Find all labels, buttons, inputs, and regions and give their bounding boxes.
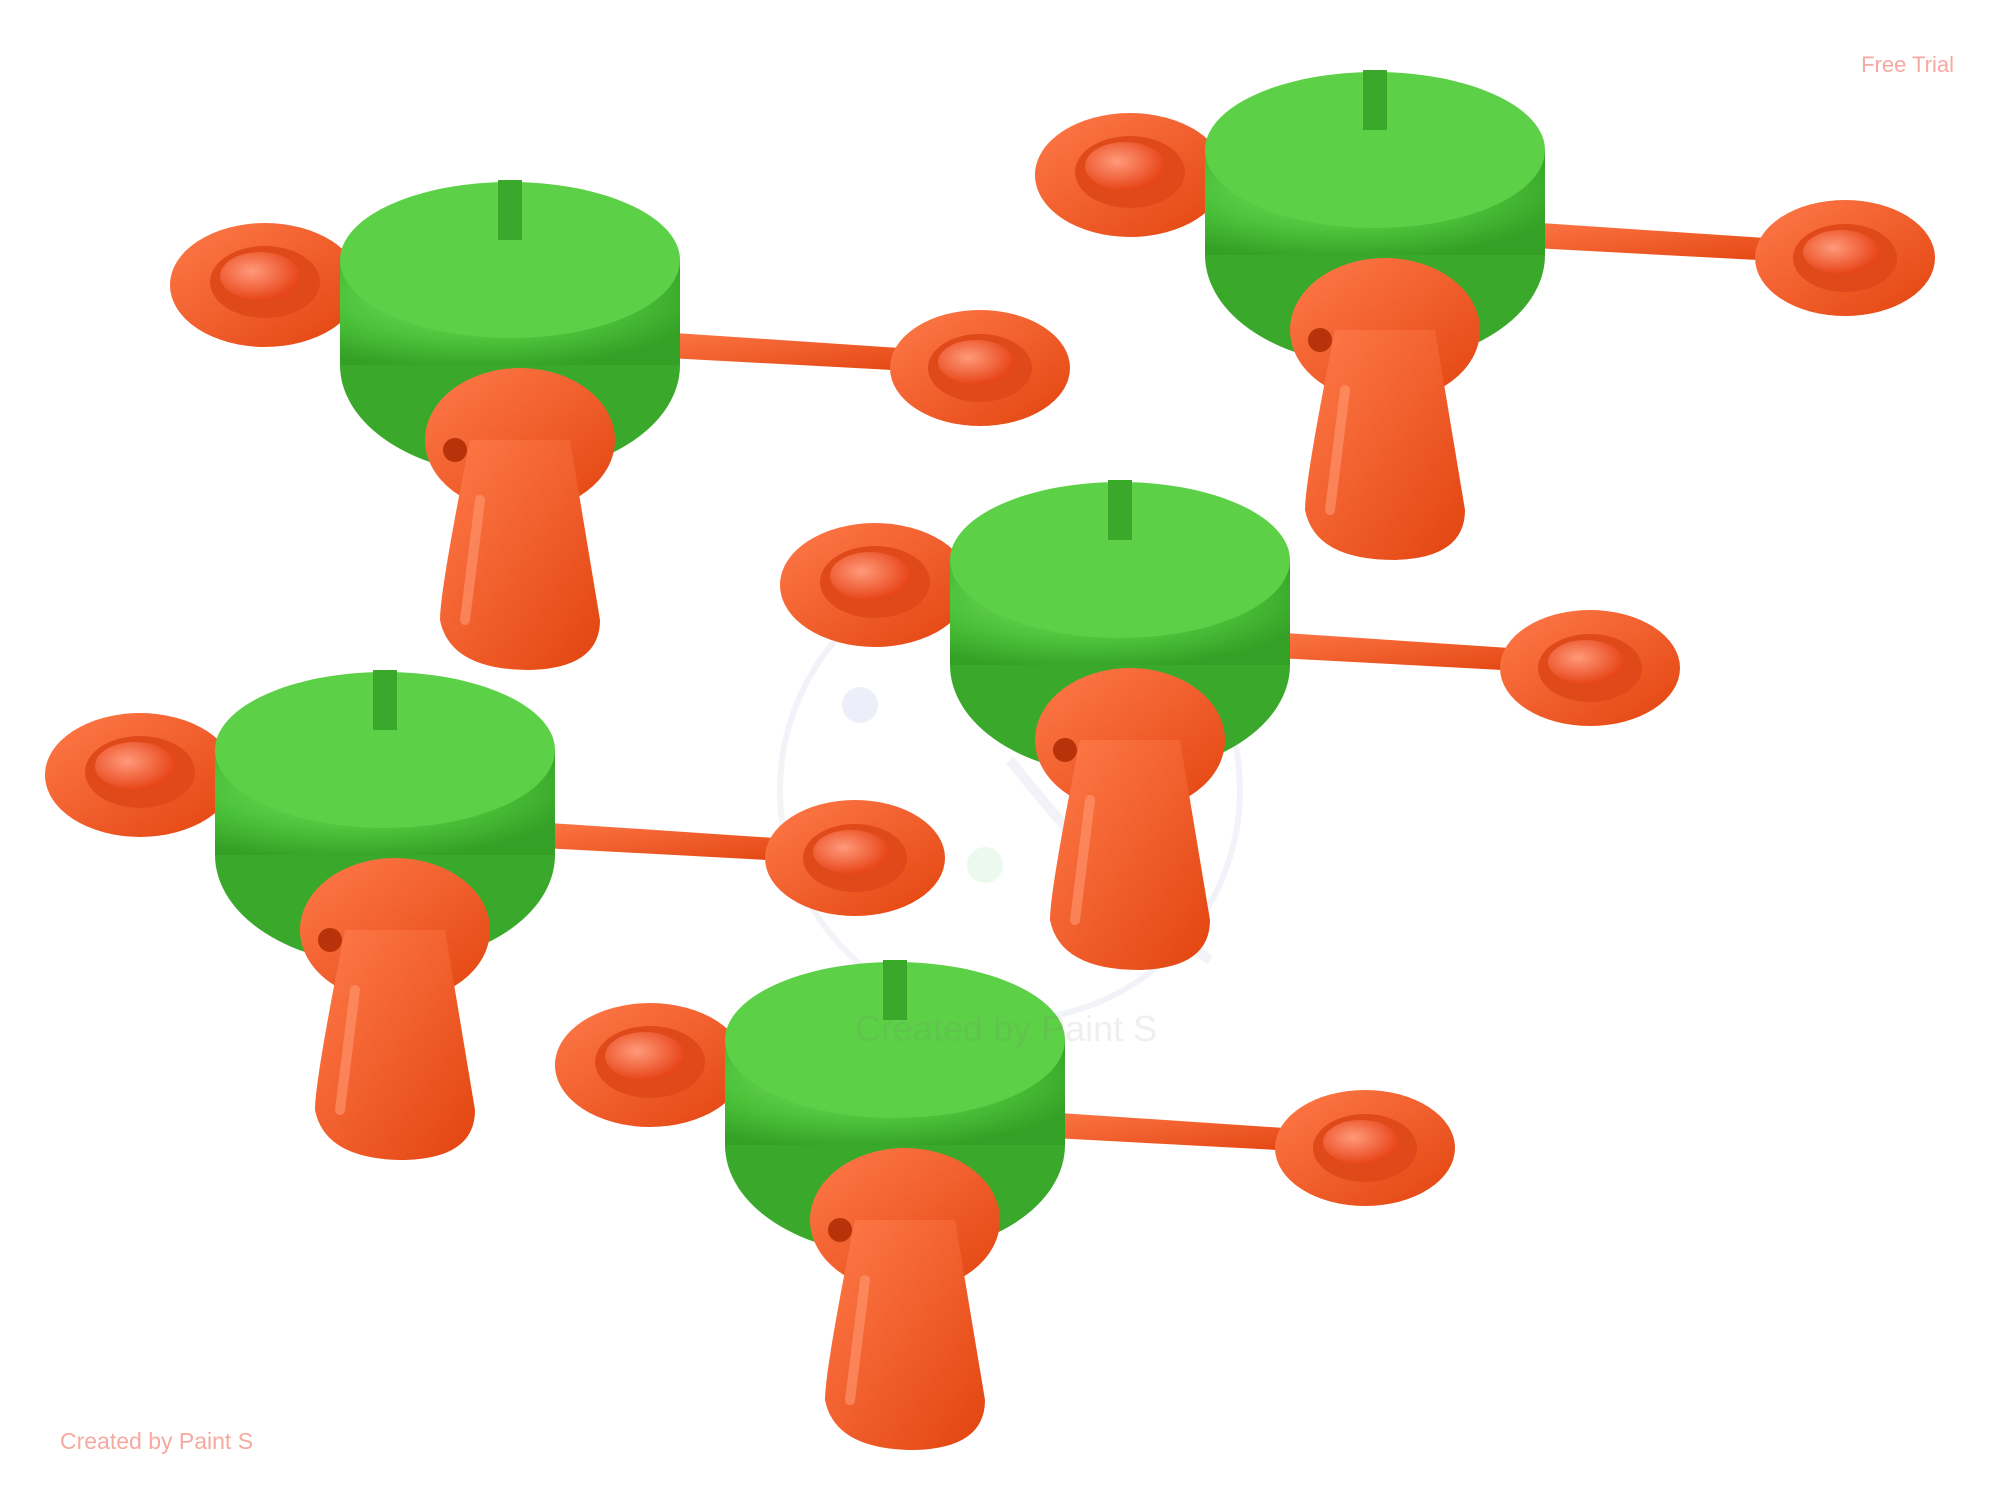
center-watermark-text: Created by Paint S bbox=[855, 1008, 1158, 1049]
free-trial-watermark: Free Trial bbox=[1861, 52, 1954, 77]
created-by-watermark: Created by Paint S bbox=[60, 1428, 254, 1454]
